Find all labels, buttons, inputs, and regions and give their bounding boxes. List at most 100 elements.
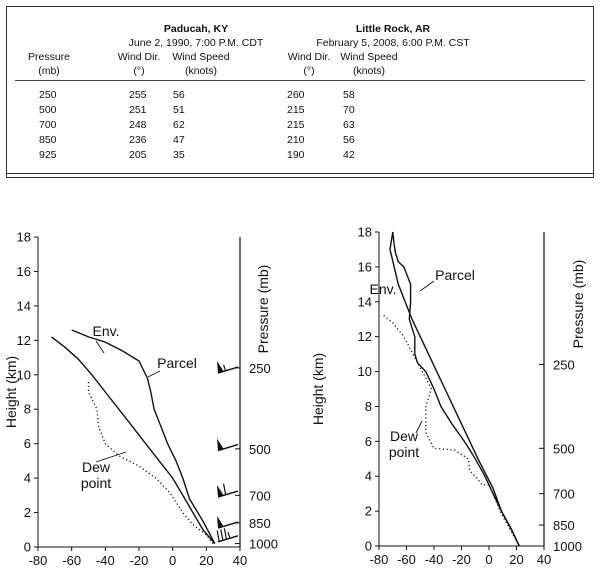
y-tick-label: 2 xyxy=(365,504,372,519)
y-tick-label: 0 xyxy=(365,539,372,554)
annotation-label-env: Env. xyxy=(370,281,397,297)
cell-wind-speed-2: 58 xyxy=(343,89,355,101)
y-axis-label: Height (km) xyxy=(310,353,326,425)
pressure-axis-label: Pressure (mb) xyxy=(570,260,586,349)
cell-wind-dir-2: 215 xyxy=(287,104,305,116)
annotation-label-env: Env. xyxy=(93,323,120,339)
cell-wind-speed-2: 63 xyxy=(343,119,355,131)
x-tick-label: -20 xyxy=(452,552,471,567)
series-parcel-line xyxy=(71,329,216,544)
cell-wind-speed-2: 56 xyxy=(343,134,355,146)
x-tick-label: -60 xyxy=(62,553,81,568)
wind-barb-staff xyxy=(217,443,239,452)
annotation-leader xyxy=(415,420,423,434)
header-wind-speed-unit-2: (knots) xyxy=(352,65,386,77)
wind-barb-feather xyxy=(223,364,227,371)
cell-wind-dir-1: 248 xyxy=(129,119,147,131)
header-wind-speed-2: Wind Speed xyxy=(340,51,398,63)
series-env-line xyxy=(51,336,216,545)
cell-wind-speed-1: 56 xyxy=(173,89,185,101)
cell-wind-dir-2: 210 xyxy=(287,134,305,146)
x-tick-label: -40 xyxy=(96,553,115,568)
pressure-axis-label: Pressure (mb) xyxy=(255,265,271,354)
station-2-date: February 5, 2008, 6:00 P.M. CST xyxy=(316,37,470,49)
wind-barb-pennant xyxy=(217,438,224,451)
pressure-level-label: 250 xyxy=(249,361,271,376)
x-tick-label: 20 xyxy=(509,552,523,567)
cell-wind-dir-1: 251 xyxy=(129,104,147,116)
y-tick-label: 8 xyxy=(365,399,372,414)
y-tick-label: 10 xyxy=(358,364,372,379)
wind-barb xyxy=(217,438,239,452)
header-pressure: Pressure xyxy=(27,51,71,63)
annotation-leader xyxy=(147,370,161,378)
pressure-level-label: 850 xyxy=(553,518,575,533)
y-tick-label: 16 xyxy=(358,259,372,274)
cell-wind-dir-1: 236 xyxy=(129,134,147,146)
station-2-name: Little Rock, AR xyxy=(355,23,431,35)
header-wind-speed-1: Wind Speed xyxy=(172,51,230,63)
y-tick-label: 4 xyxy=(365,469,372,484)
y-tick-label: 2 xyxy=(24,505,31,520)
y-tick-label: 16 xyxy=(17,264,31,279)
pressure-level-label: 500 xyxy=(553,441,575,456)
header-rule xyxy=(15,80,585,81)
cell-pressure: 850 xyxy=(39,134,57,146)
cell-wind-speed-1: 62 xyxy=(173,119,185,131)
wind-barb-feather xyxy=(223,528,227,540)
series-parcel-line xyxy=(389,231,520,547)
cell-wind-dir-2: 215 xyxy=(287,119,305,131)
series-env-line xyxy=(392,231,520,547)
cell-pressure: 500 xyxy=(39,104,57,116)
wind-barb-pennant xyxy=(217,485,224,498)
wind-barb xyxy=(217,516,239,529)
wind-barb-staff xyxy=(217,535,239,543)
wind-barb-feather xyxy=(220,529,224,541)
pressure-level-label: 1000 xyxy=(553,539,582,554)
header-wind-dir-2: Wind Dir. xyxy=(287,51,331,63)
x-tick-label: 0 xyxy=(169,553,176,568)
pressure-level-label: 250 xyxy=(553,358,575,373)
station-1-name: Paducah, KY xyxy=(163,23,229,35)
cell-wind-speed-1: 47 xyxy=(173,134,185,146)
annotation-leader xyxy=(95,340,105,354)
wind-barb-feather xyxy=(216,530,220,542)
x-tick-label: -20 xyxy=(130,553,149,568)
pressure-level-label: 850 xyxy=(249,516,271,531)
sounding-chart-paducah: 0 2 4 6 8 10 12 14 16 18 -80 -60 -40 -20 0 20 40 Height (… xyxy=(3,230,278,569)
y-tick-label: 4 xyxy=(24,471,31,486)
x-tick-label: -80 xyxy=(370,552,389,567)
sounding-chart-little-rock: 0 2 4 6 8 10 12 14 16 18 -80 -60 -40 -20 0 20 40 Height (… xyxy=(310,225,586,567)
y-tick-label: 6 xyxy=(365,434,372,449)
x-tick-label: 40 xyxy=(537,552,551,567)
header-pressure-unit: (mb) xyxy=(38,65,60,77)
annotation-label-dew-point: Dew xyxy=(82,459,111,475)
cell-wind-speed-2: 70 xyxy=(343,104,355,116)
y-tick-label: 6 xyxy=(24,436,31,451)
cell-pressure: 700 xyxy=(39,119,57,131)
wind-barb-feather xyxy=(227,532,231,539)
station-1-date: June 2, 1990, 7:00 P.M. CDT xyxy=(128,37,264,49)
cell-wind-speed-1: 35 xyxy=(173,149,185,161)
wind-barb-staff xyxy=(217,366,239,374)
wind-data-table: Paducah, KY June 2, 1990, 7:00 P.M. CDT … xyxy=(6,6,594,178)
annotation-label-dew-point: point xyxy=(81,475,111,491)
annotation-label-parcel: Parcel xyxy=(157,355,197,371)
cell-pressure: 250 xyxy=(39,89,57,101)
x-tick-label: 20 xyxy=(199,553,213,568)
annotation-label-parcel: Parcel xyxy=(435,267,475,283)
pressure-level-label: 700 xyxy=(553,487,575,502)
annotation-label-dew-point: point xyxy=(389,444,419,460)
pressure-level-label: 1000 xyxy=(249,537,278,552)
header-wind-dir-unit-2: (°) xyxy=(303,65,315,77)
cell-pressure: 925 xyxy=(39,149,57,161)
x-tick-label: -40 xyxy=(425,552,444,567)
wind-barb-feather xyxy=(223,483,227,495)
y-tick-label: 0 xyxy=(24,540,31,555)
cell-wind-dir-1: 255 xyxy=(129,89,147,101)
annotation-leader xyxy=(95,451,127,463)
header-wind-dir-1: Wind Dir. xyxy=(117,51,161,63)
annotation-leader xyxy=(419,280,435,292)
cell-wind-speed-2: 42 xyxy=(343,149,355,161)
pressure-level-label: 700 xyxy=(249,488,271,503)
